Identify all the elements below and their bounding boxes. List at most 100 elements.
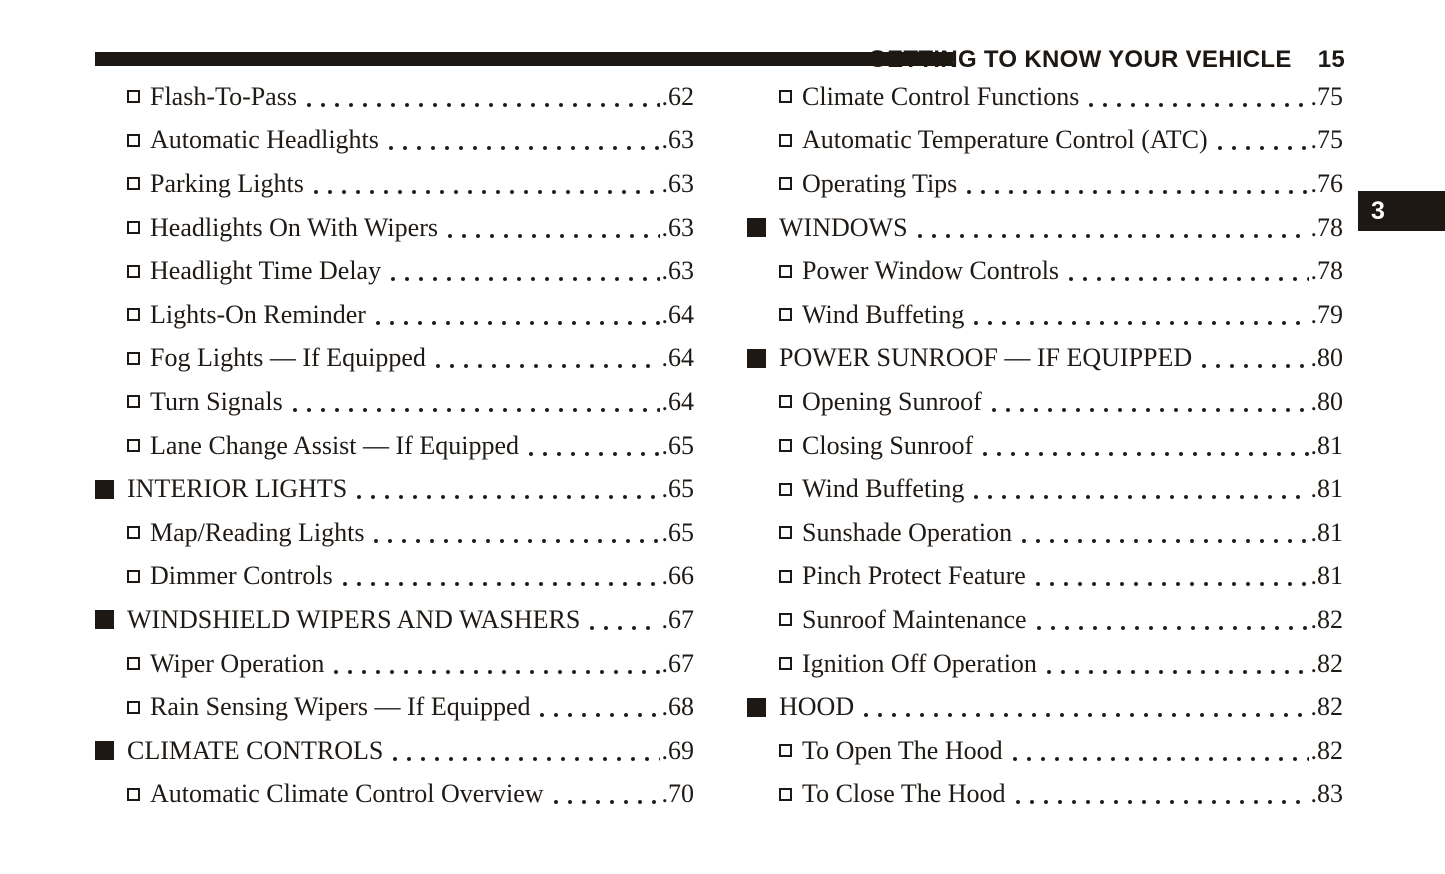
dot-leader [333,668,660,675]
toc-entry-label: Automatic Climate Control Overview [150,779,544,809]
toc-entry-page: .65 [661,474,695,504]
toc-entry-label: INTERIOR LIGHTS [127,474,348,504]
toc-sub-entry: Automatic Headlights .63 [95,119,694,163]
toc-entry-page: .81 [1310,517,1344,547]
toc-column-left: Flash-To-Pass .62 Automatic Headlights .63 P… [95,75,694,816]
dot-leader [1088,101,1309,108]
toc-entry-label: WINDOWS [779,212,908,242]
chapter-tab-number: 3 [1371,196,1385,225]
dot-leader [392,755,660,762]
toc-sub-entry: Map/Reading Lights .65 [95,511,694,555]
toc-sub-entry: Sunshade Operation .81 [747,511,1343,555]
toc-sub-entry: To Open The Hood .82 [747,729,1343,773]
toc-entry-label: To Close The Hood [802,779,1006,809]
toc-entry-label: Opening Sunroof [802,386,982,416]
dot-leader [966,188,1309,195]
filled-square-bullet-icon [747,348,766,368]
toc-section-entry: WINDOWS .78 [747,206,1343,250]
dot-leader [1011,755,1309,762]
hollow-square-bullet-icon [779,439,792,453]
hollow-square-bullet-icon [779,613,792,627]
hollow-square-bullet-icon [779,177,792,191]
toc-entry-page: .69 [661,735,695,765]
toc-entry-label: Ignition Off Operation [802,648,1037,678]
toc-entry-page: .62 [661,81,695,111]
hollow-square-bullet-icon [127,221,140,235]
toc-entry-page: .68 [661,692,695,722]
toc-entry-page: .82 [1310,735,1344,765]
toc-entry-label: CLIMATE CONTROLS [127,735,384,765]
dot-leader [1035,624,1309,631]
toc-sub-entry: Dimmer Controls .66 [95,555,694,599]
toc-sub-entry: Climate Control Functions .75 [747,75,1343,119]
hollow-square-bullet-icon [127,700,140,714]
toc-entry-label: Flash-To-Pass [150,81,297,111]
filled-square-bullet-icon [747,218,766,238]
hollow-square-bullet-icon [779,482,792,496]
toc-entry-label: Headlight Time Delay [150,256,382,286]
toc-sub-entry: To Close The Hood .83 [747,773,1343,817]
toc-entry-page: .63 [661,168,695,198]
toc-entry-page: .65 [661,430,695,460]
toc-entry-page: .70 [661,779,695,809]
toc-entry-page: .75 [1310,81,1344,111]
toc-entry-page: .63 [661,256,695,286]
toc-sub-entry: Wind Buffeting .81 [747,467,1343,511]
hollow-square-bullet-icon [127,787,140,801]
toc-sub-entry: Operating Tips .76 [747,162,1343,206]
toc-entry-label: Climate Control Functions [802,81,1080,111]
hollow-square-bullet-icon [779,264,792,278]
toc-entry-page: .79 [1310,299,1344,329]
toc-entry-page: .78 [1310,212,1344,242]
toc-entry-label: Lane Change Assist — If Equipped [150,430,519,460]
toc-entry-page: .81 [1310,561,1344,591]
hollow-square-bullet-icon [127,395,140,409]
toc-entry-label: Rain Sensing Wipers — If Equipped [150,692,531,722]
hollow-square-bullet-icon [779,569,792,583]
filled-square-bullet-icon [95,741,114,761]
toc-sub-entry: Wind Buffeting .79 [747,293,1343,337]
filled-square-bullet-icon [747,697,766,717]
toc-entry-page: .82 [1310,692,1344,722]
hollow-square-bullet-icon [779,133,792,147]
dot-leader [990,406,1309,413]
hollow-square-bullet-icon [127,133,140,147]
toc-entry-label: HOOD [779,692,855,722]
toc-sub-entry: Wiper Operation .67 [95,642,694,686]
header-rule-bar [95,52,953,66]
chapter-tab: 3 [1358,191,1445,231]
hollow-square-bullet-icon [127,90,140,104]
toc-sub-entry: Automatic Temperature Control (ATC) .75 [747,119,1343,163]
toc-entry-page: .81 [1310,474,1344,504]
hollow-square-bullet-icon [127,177,140,191]
dot-leader [539,712,660,719]
toc-entry-label: Operating Tips [802,168,958,198]
page-number: 15 [1317,46,1345,73]
toc-entry-page: .83 [1310,779,1344,809]
toc-entry-page: .80 [1310,343,1344,373]
toc-entry-label: Parking Lights [150,168,304,198]
toc-section-entry: HOOD .82 [747,685,1343,729]
hollow-square-bullet-icon [779,787,792,801]
dot-leader [973,319,1309,326]
dot-leader [446,232,660,239]
toc-section-entry: WINDSHIELD WIPERS AND WASHERS .67 [95,598,694,642]
dot-leader [373,537,660,544]
toc-entry-page: .64 [661,343,695,373]
toc-sub-entry: Ignition Off Operation .82 [747,642,1343,686]
hollow-square-bullet-icon [779,308,792,322]
toc-entry-page: .65 [661,517,695,547]
dot-leader [589,624,660,631]
dot-leader [312,188,660,195]
hollow-square-bullet-icon [127,569,140,583]
hollow-square-bullet-icon [127,657,140,671]
filled-square-bullet-icon [95,479,114,499]
toc-entry-page: .75 [1310,125,1344,155]
toc-entry-label: Wiper Operation [150,648,325,678]
dot-leader [916,232,1309,239]
toc-entry-label: Lights-On Reminder [150,299,366,329]
dot-leader [390,276,660,283]
toc-entry-page: .67 [661,648,695,678]
dot-leader [1034,581,1309,588]
toc-sub-entry: Headlight Time Delay .63 [95,249,694,293]
